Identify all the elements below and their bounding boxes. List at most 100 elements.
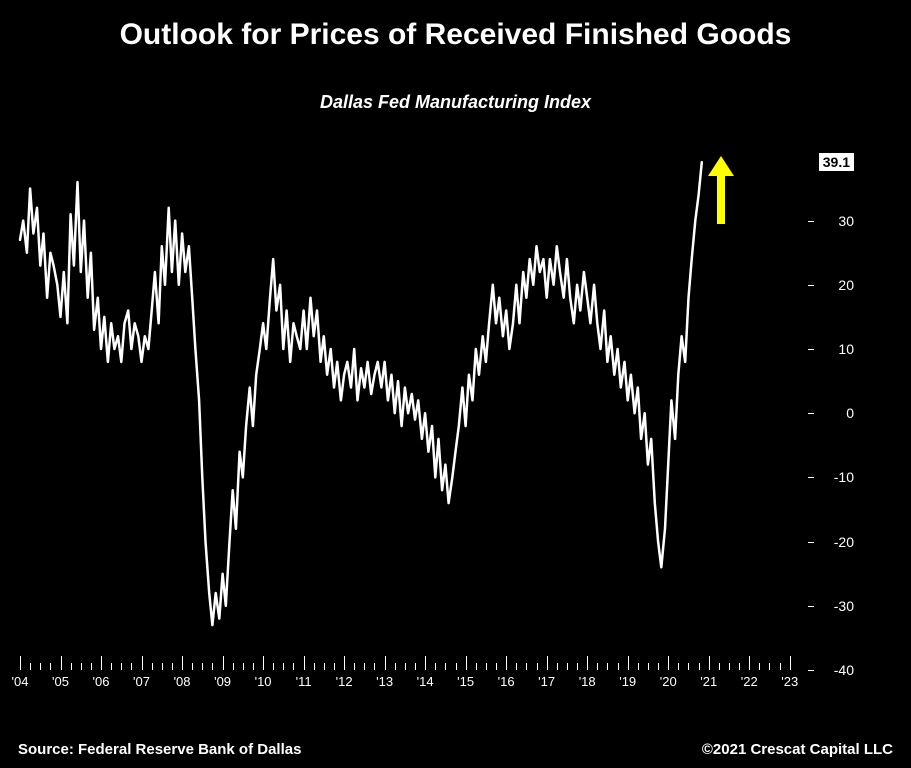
x-tick-major — [61, 656, 62, 670]
x-tick-minor — [739, 663, 740, 670]
x-tick-minor — [81, 663, 82, 670]
chart-subtitle: Dallas Fed Manufacturing Index — [0, 92, 911, 113]
x-tick-minor — [729, 663, 730, 670]
source-attribution: Source: Federal Reserve Bank of Dallas — [18, 741, 301, 758]
y-tick — [808, 477, 814, 478]
x-tick-minor — [577, 663, 578, 670]
x-tick-minor — [273, 663, 274, 670]
x-tick-minor — [597, 663, 598, 670]
x-tick-major — [101, 656, 102, 670]
x-tick-label: '14 — [417, 674, 434, 689]
x-tick-minor — [334, 663, 335, 670]
x-tick-label: '17 — [538, 674, 555, 689]
x-tick-major — [223, 656, 224, 670]
x-tick-minor — [374, 663, 375, 670]
x-tick-major — [142, 656, 143, 670]
x-tick-label: '10 — [255, 674, 272, 689]
x-tick-minor — [91, 663, 92, 670]
y-tick — [808, 542, 814, 543]
x-tick-minor — [131, 663, 132, 670]
x-tick-major — [304, 656, 305, 670]
x-tick-minor — [293, 663, 294, 670]
x-tick-label: '11 — [296, 674, 312, 689]
x-tick-minor — [71, 663, 72, 670]
x-tick-label: '12 — [336, 674, 353, 689]
x-tick-label: '08 — [174, 674, 191, 689]
x-tick-minor — [607, 663, 608, 670]
chart-plot-area: -40-30-20-10010203039.1'04'05'06'07'08'0… — [20, 150, 860, 700]
x-tick-major — [344, 656, 345, 670]
x-tick-minor — [354, 663, 355, 670]
x-tick-minor — [162, 663, 163, 670]
x-tick-minor — [719, 663, 720, 670]
x-tick-label: '13 — [376, 674, 393, 689]
highlight-arrow-icon — [708, 156, 734, 224]
x-tick-label: '22 — [741, 674, 758, 689]
y-tick — [808, 413, 814, 414]
y-tick-label: 30 — [838, 213, 854, 229]
x-tick-minor — [395, 663, 396, 670]
x-tick-minor — [537, 663, 538, 670]
x-tick-minor — [456, 663, 457, 670]
y-tick — [808, 285, 814, 286]
x-tick-minor — [658, 663, 659, 670]
last-value-label: 39.1 — [819, 153, 854, 171]
x-tick-label: '09 — [214, 674, 231, 689]
chart-title: Outlook for Prices of Received Finished … — [0, 18, 911, 52]
x-tick-minor — [769, 663, 770, 670]
y-tick — [808, 349, 814, 350]
copyright-notice: ©2021 Crescat Capital LLC — [702, 741, 893, 758]
x-tick-minor — [486, 663, 487, 670]
x-tick-major — [466, 656, 467, 670]
x-tick-major — [790, 656, 791, 670]
x-tick-major — [668, 656, 669, 670]
x-tick-minor — [30, 663, 31, 670]
x-tick-minor — [202, 663, 203, 670]
x-tick-minor — [314, 663, 315, 670]
x-tick-label: '21 — [700, 674, 717, 689]
x-tick-minor — [496, 663, 497, 670]
y-tick — [808, 606, 814, 607]
y-tick-label: -40 — [834, 662, 854, 678]
x-tick-label: '18 — [579, 674, 596, 689]
x-tick-minor — [678, 663, 679, 670]
x-tick-minor — [476, 663, 477, 670]
x-tick-minor — [121, 663, 122, 670]
y-tick — [808, 670, 814, 671]
y-tick-label: 10 — [838, 341, 854, 357]
x-tick-minor — [283, 663, 284, 670]
x-tick-label: '04 — [12, 674, 29, 689]
x-tick-minor — [50, 663, 51, 670]
x-tick-label: '19 — [619, 674, 636, 689]
x-tick-minor — [212, 663, 213, 670]
x-tick-minor — [152, 663, 153, 670]
x-tick-minor — [699, 663, 700, 670]
x-tick-minor — [172, 663, 173, 670]
x-tick-minor — [445, 663, 446, 670]
x-tick-major — [385, 656, 386, 670]
x-tick-major — [628, 656, 629, 670]
x-tick-label: '20 — [660, 674, 677, 689]
x-tick-minor — [567, 663, 568, 670]
x-tick-minor — [233, 663, 234, 670]
x-tick-major — [587, 656, 588, 670]
x-tick-minor — [243, 663, 244, 670]
y-tick-label: -20 — [834, 534, 854, 550]
x-tick-minor — [557, 663, 558, 670]
x-tick-minor — [40, 663, 41, 670]
x-tick-minor — [253, 663, 254, 670]
x-tick-minor — [688, 663, 689, 670]
x-tick-major — [709, 656, 710, 670]
x-tick-minor — [759, 663, 760, 670]
line-series — [20, 150, 860, 700]
y-tick — [808, 221, 814, 222]
x-tick-minor — [111, 663, 112, 670]
x-tick-minor — [638, 663, 639, 670]
x-tick-minor — [648, 663, 649, 670]
x-tick-major — [749, 656, 750, 670]
y-tick-label: 0 — [846, 405, 854, 421]
x-tick-minor — [192, 663, 193, 670]
x-tick-major — [425, 656, 426, 670]
x-tick-major — [547, 656, 548, 670]
x-tick-minor — [405, 663, 406, 670]
